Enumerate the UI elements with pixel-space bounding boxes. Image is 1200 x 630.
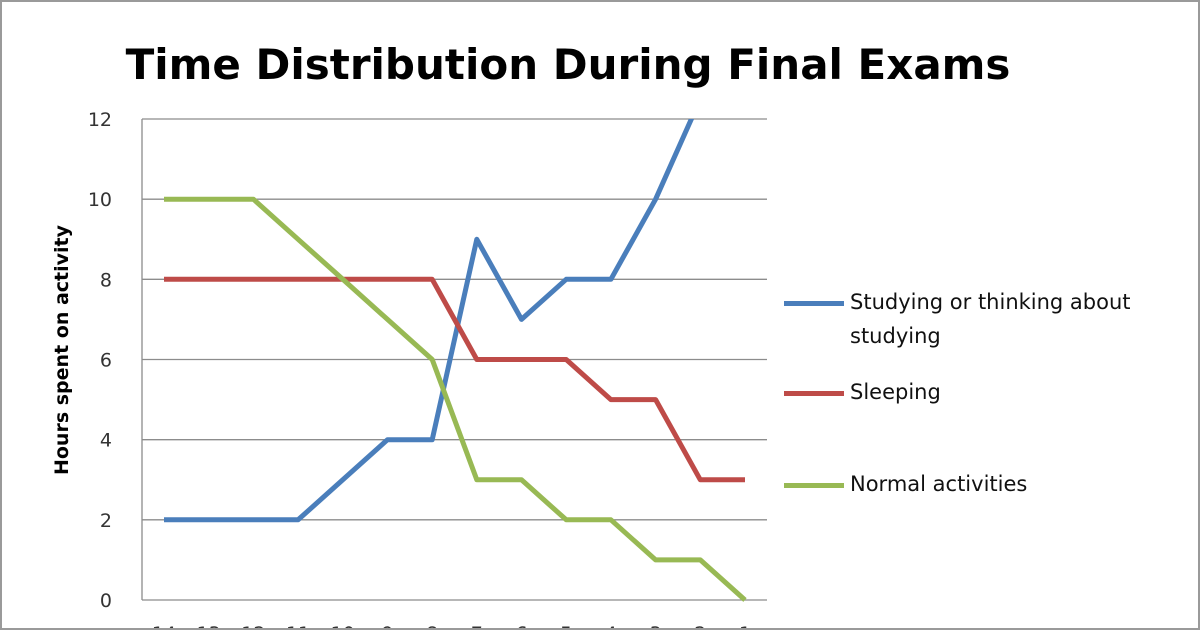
x-tick-label: 7 <box>471 623 483 630</box>
x-tick-label: 5 <box>560 623 572 630</box>
x-tick-label: 2 <box>694 623 706 630</box>
y-tick-label: 8 <box>100 269 112 291</box>
series-line-0 <box>164 119 695 523</box>
y-tick-label: 2 <box>100 510 112 532</box>
y-tick-label: 10 <box>88 189 112 211</box>
legend-item-normal: Normal activities <box>784 467 1180 501</box>
x-tick-label: 6 <box>515 623 527 630</box>
y-tick-label: 4 <box>100 430 112 452</box>
legend-label-studying: Studying or thinking about studying <box>850 290 1131 348</box>
legend-label-normal: Normal activities <box>850 472 1028 496</box>
x-tick-label: 10 <box>331 623 355 630</box>
tick-labels: 0 2 4 6 8 10 12 14 13 12 11 10 9 8 7 6 5 4 3 2 1 <box>88 109 751 630</box>
legend-swatch-sleeping <box>784 391 844 396</box>
y-tick-label: 12 <box>88 109 112 131</box>
x-tick-label: 1 <box>739 623 751 630</box>
series-line-2 <box>164 196 747 602</box>
series-line-1 <box>164 276 745 483</box>
legend-item-sleeping: Sleeping <box>784 375 1180 409</box>
series-group <box>164 119 747 602</box>
chart-title: Time Distribution During Final Exams <box>125 40 1011 89</box>
x-tick-label: 9 <box>381 623 393 630</box>
x-tick-label: 12 <box>241 623 265 630</box>
legend-item-studying: Studying or thinking about studying <box>784 285 1180 353</box>
y-tick-label: 0 <box>100 590 112 612</box>
legend-swatch-studying <box>784 301 844 306</box>
legend-swatch-normal <box>784 483 844 488</box>
x-tick-label: 14 <box>152 623 176 630</box>
x-tick-label: 3 <box>650 623 662 630</box>
x-tick-label: 4 <box>605 623 617 630</box>
x-tick-label: 13 <box>197 623 221 630</box>
x-tick-label: 11 <box>286 623 310 630</box>
x-tick-label: 8 <box>426 623 438 630</box>
legend-label-sleeping: Sleeping <box>850 380 941 404</box>
y-tick-label: 6 <box>100 350 112 372</box>
gridlines <box>141 118 767 601</box>
